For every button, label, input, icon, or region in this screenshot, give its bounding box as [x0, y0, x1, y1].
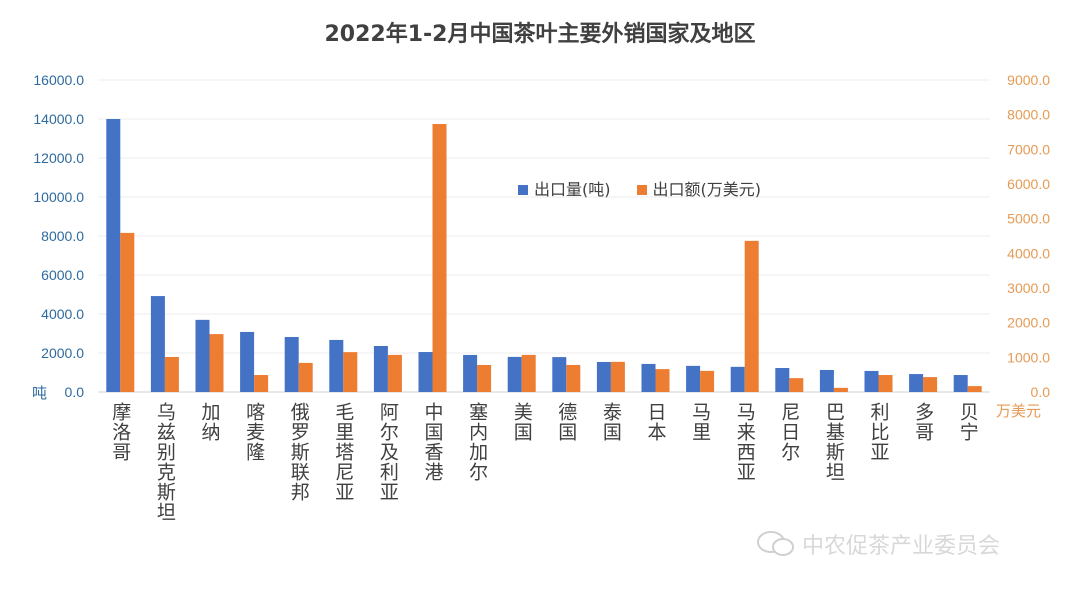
left-tick-label: 6000.0 [41, 267, 84, 283]
right-tick-label: 1000.0 [1007, 349, 1050, 365]
bar-volume [150, 296, 165, 392]
bar-volume [195, 319, 210, 392]
bar-value [209, 334, 224, 392]
right-tick-label: 6000.0 [1007, 176, 1050, 192]
bar-value [164, 356, 179, 392]
category-label: 加纳 [198, 402, 221, 442]
right-tick-label: 0.0 [1031, 384, 1051, 400]
right-tick-label: 3000.0 [1007, 280, 1050, 296]
category-label: 尼日尔 [778, 402, 801, 462]
wechat-icon [757, 531, 794, 556]
bar-value [789, 378, 804, 392]
watermark: 中农促茶产业委员会 [756, 528, 1000, 560]
category-label: 美国 [510, 402, 533, 442]
legend-swatch-volume [518, 185, 528, 195]
bar-value [610, 361, 625, 392]
bar-value [967, 386, 982, 392]
left-tick-label: 10000.0 [33, 189, 84, 205]
category-label: 日本 [644, 402, 667, 442]
category-label: 喀麦隆 [243, 402, 266, 462]
category-label: 摩洛哥 [109, 402, 132, 462]
left-tick-label: 12000.0 [33, 150, 84, 166]
bar-value [700, 370, 715, 392]
category-label: 马来西亚 [733, 402, 756, 482]
category-label: 阿尔及利亚 [376, 402, 399, 502]
right-tick-label: 7000.0 [1007, 141, 1050, 157]
bar-value [477, 364, 492, 392]
bar-value [833, 387, 848, 392]
bar-volume [775, 368, 790, 392]
bar-value [254, 375, 269, 392]
bar-volume [819, 369, 834, 392]
left-tick-label: 14000.0 [33, 111, 84, 127]
category-label: 多哥 [912, 402, 935, 442]
category-label: 贝宁 [956, 402, 979, 442]
legend-swatch-value [636, 185, 647, 195]
bar-value [655, 369, 670, 392]
left-tick-label: 2000.0 [41, 345, 84, 361]
watermark-text: 中农促茶产业委员会 [802, 534, 1001, 559]
category-label: 利比亚 [867, 402, 890, 462]
category-label: 巴基斯坦 [822, 402, 845, 482]
left-tick-label: 4000.0 [41, 306, 84, 322]
bar-volume [284, 337, 299, 392]
bar-volume [373, 345, 388, 392]
bar-volume [864, 370, 879, 392]
bar-volume [596, 361, 611, 392]
legend-label-volume: 出口量(吨) [534, 180, 611, 199]
bar-volume [552, 357, 567, 392]
right-axis-unit: 万美元 [996, 402, 1042, 420]
bar-volume [641, 363, 656, 392]
bar-volume [909, 374, 924, 392]
bar-volume [730, 366, 745, 392]
legend-label-value: 出口额(万美元) [652, 180, 762, 199]
legend: 出口量(吨) 出口额(万美元) [518, 176, 761, 200]
bar-value [387, 354, 402, 392]
left-axis-unit: 吨 [32, 384, 48, 402]
category-label: 乌兹别克斯坦 [153, 402, 176, 522]
category-label: 俄罗斯联邦 [287, 402, 310, 502]
bar-volume [686, 365, 701, 392]
bar-value [521, 354, 536, 392]
right-tick-label: 8000.0 [1007, 107, 1050, 123]
legend-item-value: 出口额(万美元) [636, 176, 762, 200]
chart-title: 2022年1-2月中国茶叶主要外销国家及地区 [324, 22, 756, 47]
left-tick-label: 16000.0 [33, 72, 84, 88]
bar-value [878, 375, 893, 392]
category-label: 中国香港 [421, 402, 444, 482]
right-tick-label: 4000.0 [1007, 245, 1050, 261]
bar-value [744, 240, 759, 392]
bar-value [923, 377, 938, 392]
bar-volume [507, 356, 522, 392]
right-tick-label: 9000.0 [1007, 72, 1050, 88]
right-tick-label: 5000.0 [1007, 211, 1050, 227]
left-tick-label: 8000.0 [41, 228, 84, 244]
bar-value [566, 364, 581, 392]
category-label: 毛里塔尼亚 [332, 402, 355, 502]
bar-volume [106, 119, 121, 392]
bar-volume [463, 354, 478, 392]
bar-value [298, 362, 313, 392]
bar-value [120, 232, 135, 392]
category-label: 马里 [689, 402, 712, 442]
category-label: 泰国 [599, 402, 622, 442]
category-label: 德国 [555, 402, 578, 442]
bar-volume [240, 331, 255, 392]
bar-volume [418, 352, 433, 392]
category-label: 塞内加尔 [466, 402, 489, 482]
legend-item-volume: 出口量(吨) [518, 176, 611, 200]
bar-value [343, 352, 358, 392]
bar-volume [329, 339, 344, 392]
left-tick-label: 0.0 [65, 384, 85, 400]
right-tick-label: 2000.0 [1007, 315, 1050, 331]
bar-value [432, 124, 447, 392]
bar-volume [953, 375, 968, 392]
